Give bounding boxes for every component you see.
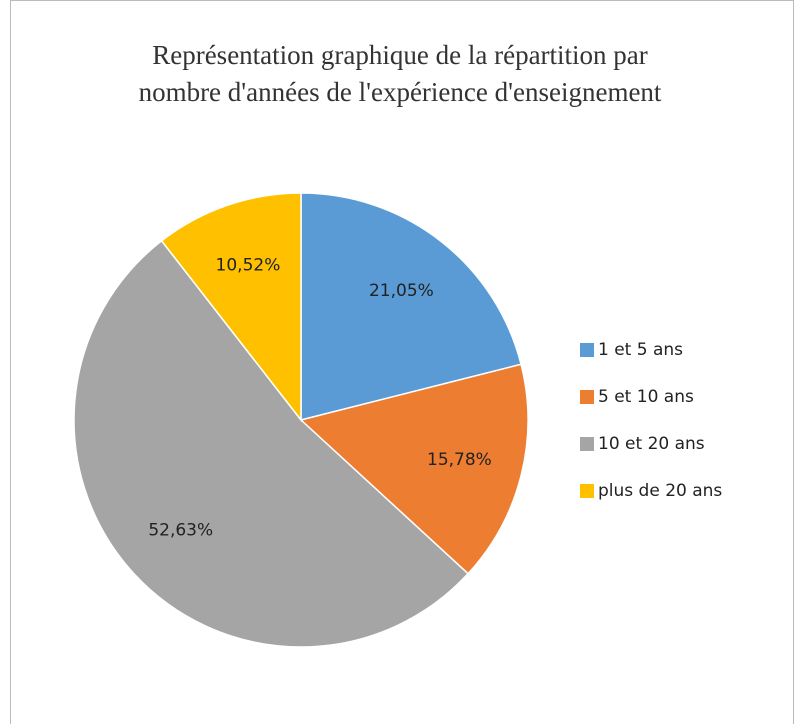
legend-label: 5 et 10 ans [598,387,694,407]
pie-slice [299,363,529,575]
data-label: 52,63% [148,521,213,541]
data-label: 10,52% [216,255,281,275]
chart-title: Représentation graphique de la répartiti… [152,40,648,70]
legend-label: 10 et 20 ans [598,434,705,454]
data-label: 21,05% [369,281,434,301]
pie-slice [73,239,470,648]
legend-swatch [580,390,594,404]
data-label: 15,78% [427,450,492,470]
legend-swatch [580,484,594,498]
legend-swatch [580,343,594,357]
legend-label: plus de 20 ans [598,481,722,501]
pie-slice [300,192,522,421]
pie-slice [160,192,302,423]
legend-label: 1 et 5 ans [598,340,683,360]
chart-title: nombre d'années de l'expérience d'enseig… [139,77,662,107]
legend-swatch [580,437,594,451]
